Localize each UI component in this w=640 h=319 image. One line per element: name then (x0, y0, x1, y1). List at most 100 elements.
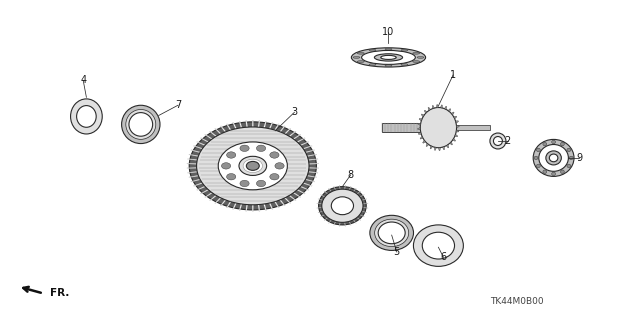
Polygon shape (275, 124, 279, 130)
Polygon shape (284, 128, 291, 134)
Ellipse shape (567, 148, 571, 152)
Polygon shape (280, 200, 285, 206)
Ellipse shape (539, 145, 568, 171)
Polygon shape (446, 145, 449, 148)
Ellipse shape (122, 105, 160, 144)
Ellipse shape (369, 49, 376, 51)
Text: 1: 1 (450, 70, 456, 80)
Ellipse shape (239, 156, 267, 175)
Polygon shape (193, 145, 203, 149)
Polygon shape (269, 203, 273, 210)
Ellipse shape (374, 219, 409, 247)
Polygon shape (280, 126, 285, 132)
Polygon shape (362, 211, 367, 213)
Polygon shape (356, 191, 361, 194)
Polygon shape (205, 134, 212, 139)
Polygon shape (360, 195, 364, 197)
Polygon shape (289, 131, 296, 137)
Polygon shape (353, 188, 356, 192)
Polygon shape (444, 106, 447, 109)
Polygon shape (188, 159, 197, 160)
Ellipse shape (413, 52, 420, 54)
Polygon shape (309, 167, 319, 168)
Polygon shape (353, 220, 356, 223)
Polygon shape (349, 221, 351, 226)
Ellipse shape (543, 170, 547, 174)
Polygon shape (209, 131, 217, 137)
Ellipse shape (189, 122, 316, 210)
Ellipse shape (257, 180, 266, 187)
Polygon shape (438, 148, 440, 151)
Polygon shape (215, 197, 221, 204)
Polygon shape (227, 202, 231, 208)
Polygon shape (448, 108, 451, 112)
Ellipse shape (385, 65, 392, 67)
Polygon shape (220, 126, 226, 132)
Polygon shape (321, 195, 325, 197)
Ellipse shape (353, 56, 360, 58)
Polygon shape (451, 112, 454, 115)
Ellipse shape (378, 222, 405, 244)
Ellipse shape (243, 159, 262, 173)
Polygon shape (422, 140, 426, 143)
Polygon shape (426, 143, 429, 147)
Polygon shape (324, 217, 328, 220)
Polygon shape (196, 186, 205, 190)
Text: 8: 8 (348, 170, 354, 180)
Ellipse shape (322, 189, 363, 222)
Polygon shape (252, 205, 253, 211)
Polygon shape (215, 128, 221, 134)
Ellipse shape (362, 50, 415, 64)
Polygon shape (258, 121, 260, 127)
Polygon shape (328, 188, 332, 192)
Polygon shape (442, 146, 445, 150)
Polygon shape (318, 199, 323, 201)
Polygon shape (363, 207, 368, 208)
Polygon shape (418, 123, 420, 125)
Polygon shape (450, 142, 452, 145)
Polygon shape (324, 191, 328, 194)
Polygon shape (308, 159, 318, 160)
Polygon shape (455, 134, 458, 137)
Ellipse shape (490, 133, 506, 149)
Polygon shape (440, 105, 442, 108)
Polygon shape (232, 203, 237, 210)
Polygon shape (191, 150, 200, 153)
Polygon shape (424, 110, 427, 113)
Polygon shape (303, 182, 312, 186)
Ellipse shape (567, 164, 571, 167)
Polygon shape (308, 171, 318, 173)
Polygon shape (303, 145, 312, 149)
Ellipse shape (420, 108, 456, 148)
Polygon shape (363, 203, 368, 204)
Polygon shape (420, 136, 423, 139)
Polygon shape (309, 163, 319, 164)
Polygon shape (209, 195, 217, 201)
Polygon shape (264, 121, 266, 128)
Text: TK44M0B00: TK44M0B00 (490, 297, 543, 306)
Polygon shape (239, 121, 242, 128)
Ellipse shape (196, 127, 309, 205)
Ellipse shape (270, 152, 279, 158)
Ellipse shape (401, 49, 408, 51)
Text: 6: 6 (440, 252, 447, 263)
Polygon shape (339, 185, 340, 189)
Polygon shape (428, 107, 431, 111)
Polygon shape (362, 199, 367, 201)
Ellipse shape (227, 152, 236, 158)
Text: 3: 3 (291, 107, 298, 117)
Polygon shape (349, 186, 351, 190)
Ellipse shape (549, 154, 558, 162)
Ellipse shape (319, 187, 366, 225)
Polygon shape (246, 204, 248, 211)
Polygon shape (317, 203, 322, 204)
Ellipse shape (543, 142, 547, 146)
Polygon shape (339, 222, 340, 226)
Polygon shape (293, 192, 301, 197)
Polygon shape (456, 125, 459, 128)
Polygon shape (269, 122, 273, 129)
FancyBboxPatch shape (382, 123, 424, 132)
Ellipse shape (413, 225, 463, 266)
Ellipse shape (357, 52, 364, 54)
Polygon shape (205, 192, 212, 197)
